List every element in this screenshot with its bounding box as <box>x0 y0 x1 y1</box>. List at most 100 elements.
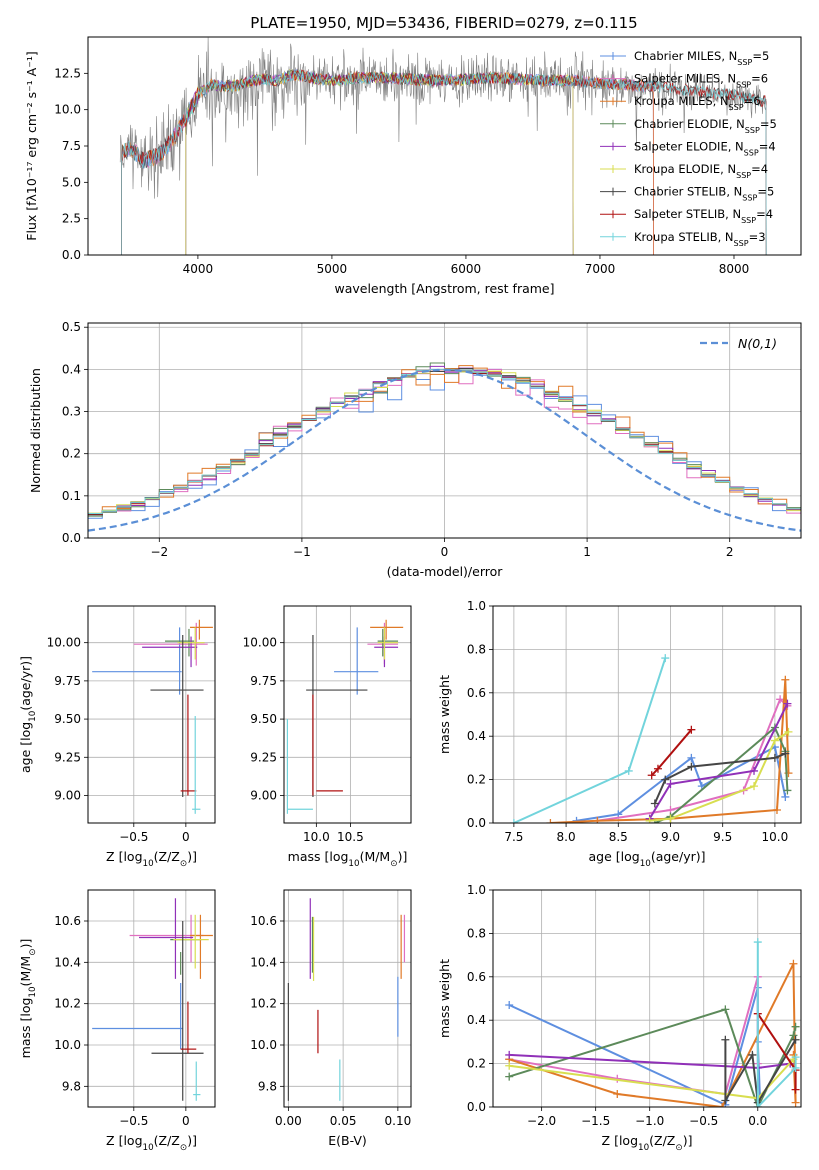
y-tick-label: 9.8 <box>258 1079 277 1093</box>
weight-marker <box>593 816 602 823</box>
legend-entry: Chabrier STELIB, NSSP=5 <box>634 185 774 203</box>
errorbar-point <box>180 1001 197 1054</box>
x-tick-label: 0.10 <box>385 1114 412 1128</box>
y-tick-label: 9.50 <box>250 712 277 726</box>
weight-marker <box>781 675 790 684</box>
legend-entry: Salpeter STELIB, NSSP=4 <box>634 207 773 225</box>
y-tick-label: 10.6 <box>250 914 277 928</box>
y-tick-label: 0.1 <box>62 489 81 503</box>
x-tick-label: −0.5 <box>119 830 148 844</box>
weight-marker <box>750 766 759 775</box>
y-tick-label: 0.5 <box>62 320 81 334</box>
y-tick-label: 10.0 <box>54 103 81 117</box>
weight-marker <box>781 792 790 801</box>
x-tick-label: 0 <box>182 1114 190 1128</box>
errorbar-point <box>334 627 379 695</box>
weight-marker <box>784 727 793 736</box>
weight-marker <box>791 1098 800 1107</box>
figure-title: PLATE=1950, MJD=53436, FIBERID=0279, z=0… <box>250 14 637 32</box>
y-tick-label: 12.5 <box>54 66 81 80</box>
y-axis-label: age [log10(age/yr)] <box>18 656 38 773</box>
y-tick-label: 1.0 <box>467 883 486 897</box>
weight-line <box>756 942 797 1107</box>
x-tick-label: −0.5 <box>119 1114 148 1128</box>
weight-series <box>645 727 793 823</box>
x-axis-label: (data-model)/error <box>387 564 504 579</box>
x-tick-label: 8.0 <box>557 830 576 844</box>
weight-line <box>576 745 787 822</box>
y-tick-label: 10.2 <box>250 997 277 1011</box>
y-tick-label: 9.75 <box>250 674 277 688</box>
y-tick-label: 9.00 <box>250 788 277 802</box>
weight-marker <box>624 766 633 775</box>
x-axis-label: E(B-V) <box>328 1133 367 1148</box>
weight-marker <box>613 1089 622 1098</box>
weight-marker <box>509 819 518 823</box>
weight-marker <box>661 654 670 663</box>
histogram-legend: N(0,1) <box>700 336 777 351</box>
errorbar-point <box>286 719 313 814</box>
mass-weight-vs-Z-frame <box>492 889 802 1108</box>
y-tick-label: 0.0 <box>62 531 81 545</box>
age-vs-mass-frame <box>283 605 412 824</box>
weight-marker <box>791 1085 800 1094</box>
y-tick-label: 10.4 <box>250 955 277 969</box>
errorbar-point <box>377 627 399 660</box>
age-vs-Z-errorbars <box>92 619 213 814</box>
x-tick-label: −2 <box>150 545 168 559</box>
weight-marker <box>748 1050 757 1059</box>
y-tick-label: 10.00 <box>243 636 277 650</box>
errorbar-point <box>192 716 201 814</box>
y-tick-label: 5.0 <box>62 175 81 189</box>
y-tick-label: 0.2 <box>467 773 486 787</box>
x-tick-label: 0 <box>182 830 190 844</box>
y-tick-label: 9.75 <box>54 674 81 688</box>
y-tick-label: 0.3 <box>62 405 81 419</box>
x-tick-label: −1.0 <box>635 1114 664 1128</box>
x-tick-label: −1.5 <box>581 1114 610 1128</box>
y-tick-label: 0.4 <box>467 1013 486 1027</box>
x-tick-label: 7.5 <box>504 830 523 844</box>
weight-marker <box>781 749 790 758</box>
mass-vs-EBV-frame <box>283 889 412 1108</box>
weight-series <box>650 749 790 808</box>
errorbar-point <box>177 627 205 660</box>
errorbar-point <box>180 694 197 796</box>
legend-entry: Salpeter MILES, NSSP=6 <box>634 72 768 90</box>
errorbar-point <box>142 636 198 668</box>
x-axis-label: age [log10(age/yr)] <box>588 849 705 869</box>
y-tick-label: 10.0 <box>54 1038 81 1052</box>
weight-marker <box>772 805 781 814</box>
weight-marker <box>647 771 656 780</box>
mass-weight-vs-Z-lines <box>505 938 800 1107</box>
x-axis-label: Z [log10(Z/Z⊙)] <box>106 1133 197 1153</box>
y-tick-label: 9.25 <box>250 750 277 764</box>
x-tick-label: 8.5 <box>609 830 628 844</box>
x-tick-label: 0.05 <box>330 1114 357 1128</box>
weight-line <box>509 1058 795 1100</box>
y-tick-label: 9.50 <box>54 712 81 726</box>
x-tick-label: −0.5 <box>689 1114 718 1128</box>
mass-vs-Z-frame <box>87 889 216 1108</box>
weight-marker <box>687 753 696 762</box>
weight-marker <box>721 1005 730 1014</box>
y-axis-label: mass [log10(M/M⊙)] <box>18 939 38 1059</box>
y-tick-label: 7.5 <box>62 139 81 153</box>
x-tick-label: 6000 <box>451 262 482 276</box>
x-tick-label: 10.5 <box>337 830 364 844</box>
x-tick-label: 5000 <box>317 262 348 276</box>
weight-marker <box>650 799 659 808</box>
errorbar-point <box>151 921 204 1101</box>
weight-line <box>550 679 790 823</box>
y-tick-label: 10.2 <box>54 997 81 1011</box>
weight-marker <box>753 938 762 947</box>
x-axis-label: wavelength [Angstrom, rest frame] <box>334 281 554 296</box>
y-tick-label: 10.4 <box>54 955 81 969</box>
y-axis-label: mass weight <box>437 959 452 1038</box>
mass-weight-vs-metallicity-panel: −2.0 −1.5 −1.0 −0.5 0.0 0.0 0.2 0.4 0.6 0.8 1.0 Z [… <box>437 883 802 1153</box>
x-tick-label: −2.0 <box>527 1114 556 1128</box>
y-tick-label: 0.4 <box>62 362 81 376</box>
age-vs-Z-frame <box>87 605 216 824</box>
